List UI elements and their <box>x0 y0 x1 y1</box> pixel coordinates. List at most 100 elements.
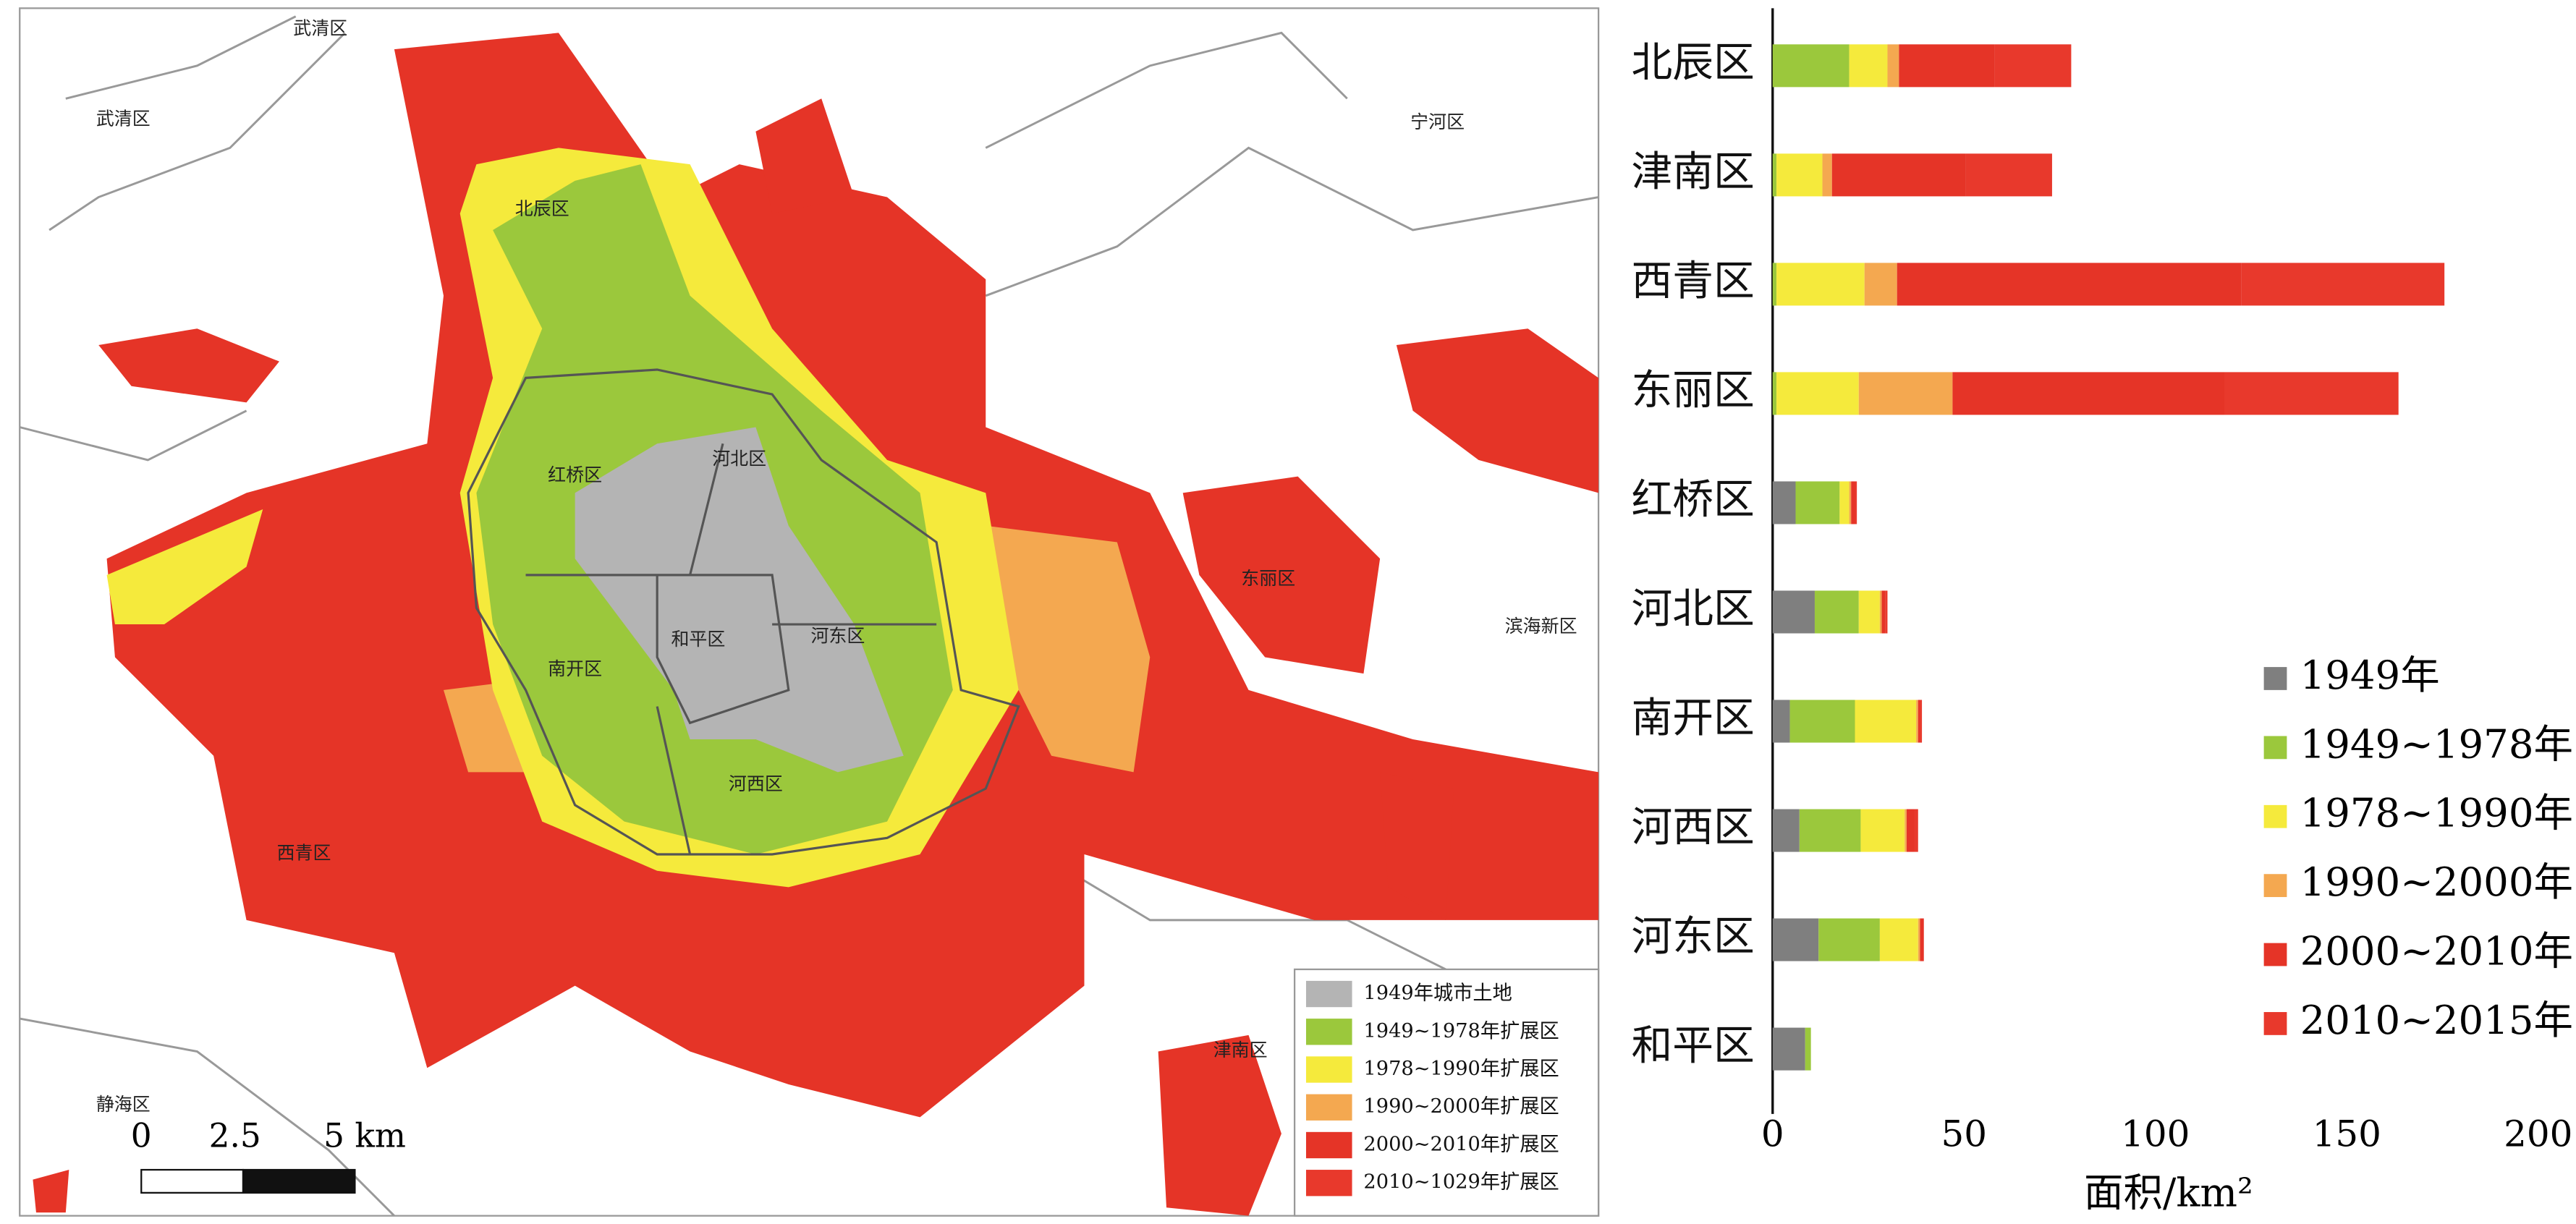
bar-segment <box>1772 1027 1805 1071</box>
bar-segment <box>1864 263 1897 306</box>
y-tick-label: 河西区 <box>1632 804 1755 851</box>
map-legend-label: 1990~2000年扩展区 <box>1363 1095 1559 1118</box>
bar-segment <box>1776 263 1865 306</box>
map-legend-label: 1949~1978年扩展区 <box>1363 1020 1559 1042</box>
bar-segment <box>1818 918 1880 961</box>
legend-swatch <box>2263 943 2287 966</box>
bar-segment <box>1839 481 1850 524</box>
bar-segment <box>1965 153 2052 197</box>
map-legend-label: 2000~2010年扩展区 <box>1363 1133 1559 1155</box>
legend-label: 1990~2000年 <box>2300 859 2573 905</box>
map-label: 南开区 <box>548 658 602 679</box>
legend-label: 1949~1978年 <box>2300 721 2573 767</box>
map-label: 武清区 <box>96 108 151 129</box>
urban-1949 <box>575 427 904 773</box>
bar-segment <box>1885 590 1888 634</box>
y-tick-label: 河东区 <box>1632 913 1755 961</box>
bar-segment <box>1860 809 1905 852</box>
bar-segment <box>1916 700 1918 743</box>
bar-segment <box>1776 372 1859 415</box>
y-tick-label: 河北区 <box>1632 585 1755 632</box>
bar-segment <box>1879 918 1918 961</box>
bar-segment <box>1789 700 1855 743</box>
bar-segment <box>1851 481 1855 524</box>
bar-segment <box>1952 372 2224 415</box>
map-label: 宁河区 <box>1410 111 1465 132</box>
map: 武清区 武清区 宁河区 北辰区 红桥区 河北区 和平区 河东区 南开区 河西区 … <box>19 7 1600 1217</box>
bar-segment <box>1918 700 1920 743</box>
bar-segment <box>1831 153 1966 197</box>
bar-segment <box>1772 44 1850 88</box>
y-tick-label: 东丽区 <box>1632 366 1755 414</box>
y-tick-label: 和平区 <box>1632 1022 1755 1070</box>
legend-swatch <box>2263 874 2287 898</box>
bar-segment <box>1776 153 1823 197</box>
x-tick-label: 50 <box>1941 1113 1988 1155</box>
scale-label: 2.5 <box>209 1116 261 1155</box>
bar-segment <box>1855 700 1917 743</box>
bar-segment <box>1918 918 1920 961</box>
scale-segment <box>242 1168 356 1194</box>
swatch <box>1305 1131 1352 1159</box>
swatch <box>1305 1170 1352 1197</box>
expansion-patches <box>33 98 1599 1216</box>
bar-segment <box>1772 153 1777 197</box>
map-label: 武清区 <box>293 17 347 38</box>
map-label: 红桥区 <box>548 464 602 485</box>
map-legend-label: 1949年城市土地 <box>1363 982 1512 1005</box>
y-tick-label: 南开区 <box>1632 694 1755 742</box>
scale-label: 0 <box>131 1116 152 1155</box>
map-label: 静海区 <box>96 1094 151 1115</box>
bar-segment <box>1814 590 1859 634</box>
scale-bar: 0 2.5 5 km <box>131 1116 406 1194</box>
y-tick-label: 红桥区 <box>1632 475 1755 523</box>
y-tick-label: 北辰区 <box>1632 38 1755 86</box>
bar-segment <box>1799 809 1861 852</box>
legend-label: 2000~2010年 <box>2300 928 2573 974</box>
bar-segment <box>1897 263 2242 306</box>
map-label: 和平区 <box>671 629 725 650</box>
scale-segment <box>140 1168 245 1194</box>
bar-segment <box>1772 918 1819 961</box>
bar-segment <box>1920 918 1924 961</box>
bar-segment <box>1879 590 1882 634</box>
bar-segment <box>1858 372 1953 415</box>
bar-segment <box>1994 44 2072 88</box>
swatch <box>1305 1019 1352 1045</box>
bar-segment <box>1849 481 1852 524</box>
legend-label: 1949年 <box>2300 652 2440 698</box>
bar-segment <box>1772 809 1800 852</box>
bar-segment <box>1905 809 1907 852</box>
bar-segment <box>1772 590 1815 634</box>
map-label: 河西区 <box>729 773 783 794</box>
y-tick-label: 津南区 <box>1632 148 1755 195</box>
bar-segment <box>1795 481 1840 524</box>
bar-segment <box>1920 700 1923 743</box>
map-label: 津南区 <box>1213 1040 1268 1061</box>
x-tick-label: 100 <box>2121 1113 2190 1155</box>
map-legend-label: 1978~1990年扩展区 <box>1363 1058 1559 1080</box>
x-tick-label: 200 <box>2504 1113 2572 1155</box>
bar-segment <box>1805 1027 1811 1071</box>
legend-label: 2010~2015年 <box>2300 997 2573 1043</box>
legend-swatch <box>2263 1012 2287 1035</box>
swatch <box>1305 1056 1352 1083</box>
legend-swatch <box>2263 804 2287 828</box>
bar-segment <box>1772 372 1777 415</box>
map-legend: 1949年城市土地 1949~1978年扩展区 1978~1990年扩展区 19… <box>1293 968 1600 1217</box>
bar-segment <box>1914 809 1918 852</box>
district-lines <box>467 368 1020 856</box>
scale-label: 5 km <box>323 1116 406 1155</box>
bar-segment <box>1881 590 1886 634</box>
y-tick-label: 西青区 <box>1632 257 1755 305</box>
bar-segment <box>1906 809 1915 852</box>
x-tick-label: 150 <box>2313 1113 2381 1155</box>
bar-segment <box>1855 481 1857 524</box>
bar-segment <box>2224 372 2399 415</box>
bar-segment <box>1772 481 1796 524</box>
bar-segment <box>2241 263 2445 306</box>
bar-segment <box>1849 44 1888 88</box>
boundary-lines <box>19 15 1599 1217</box>
swatch <box>1305 980 1352 1008</box>
